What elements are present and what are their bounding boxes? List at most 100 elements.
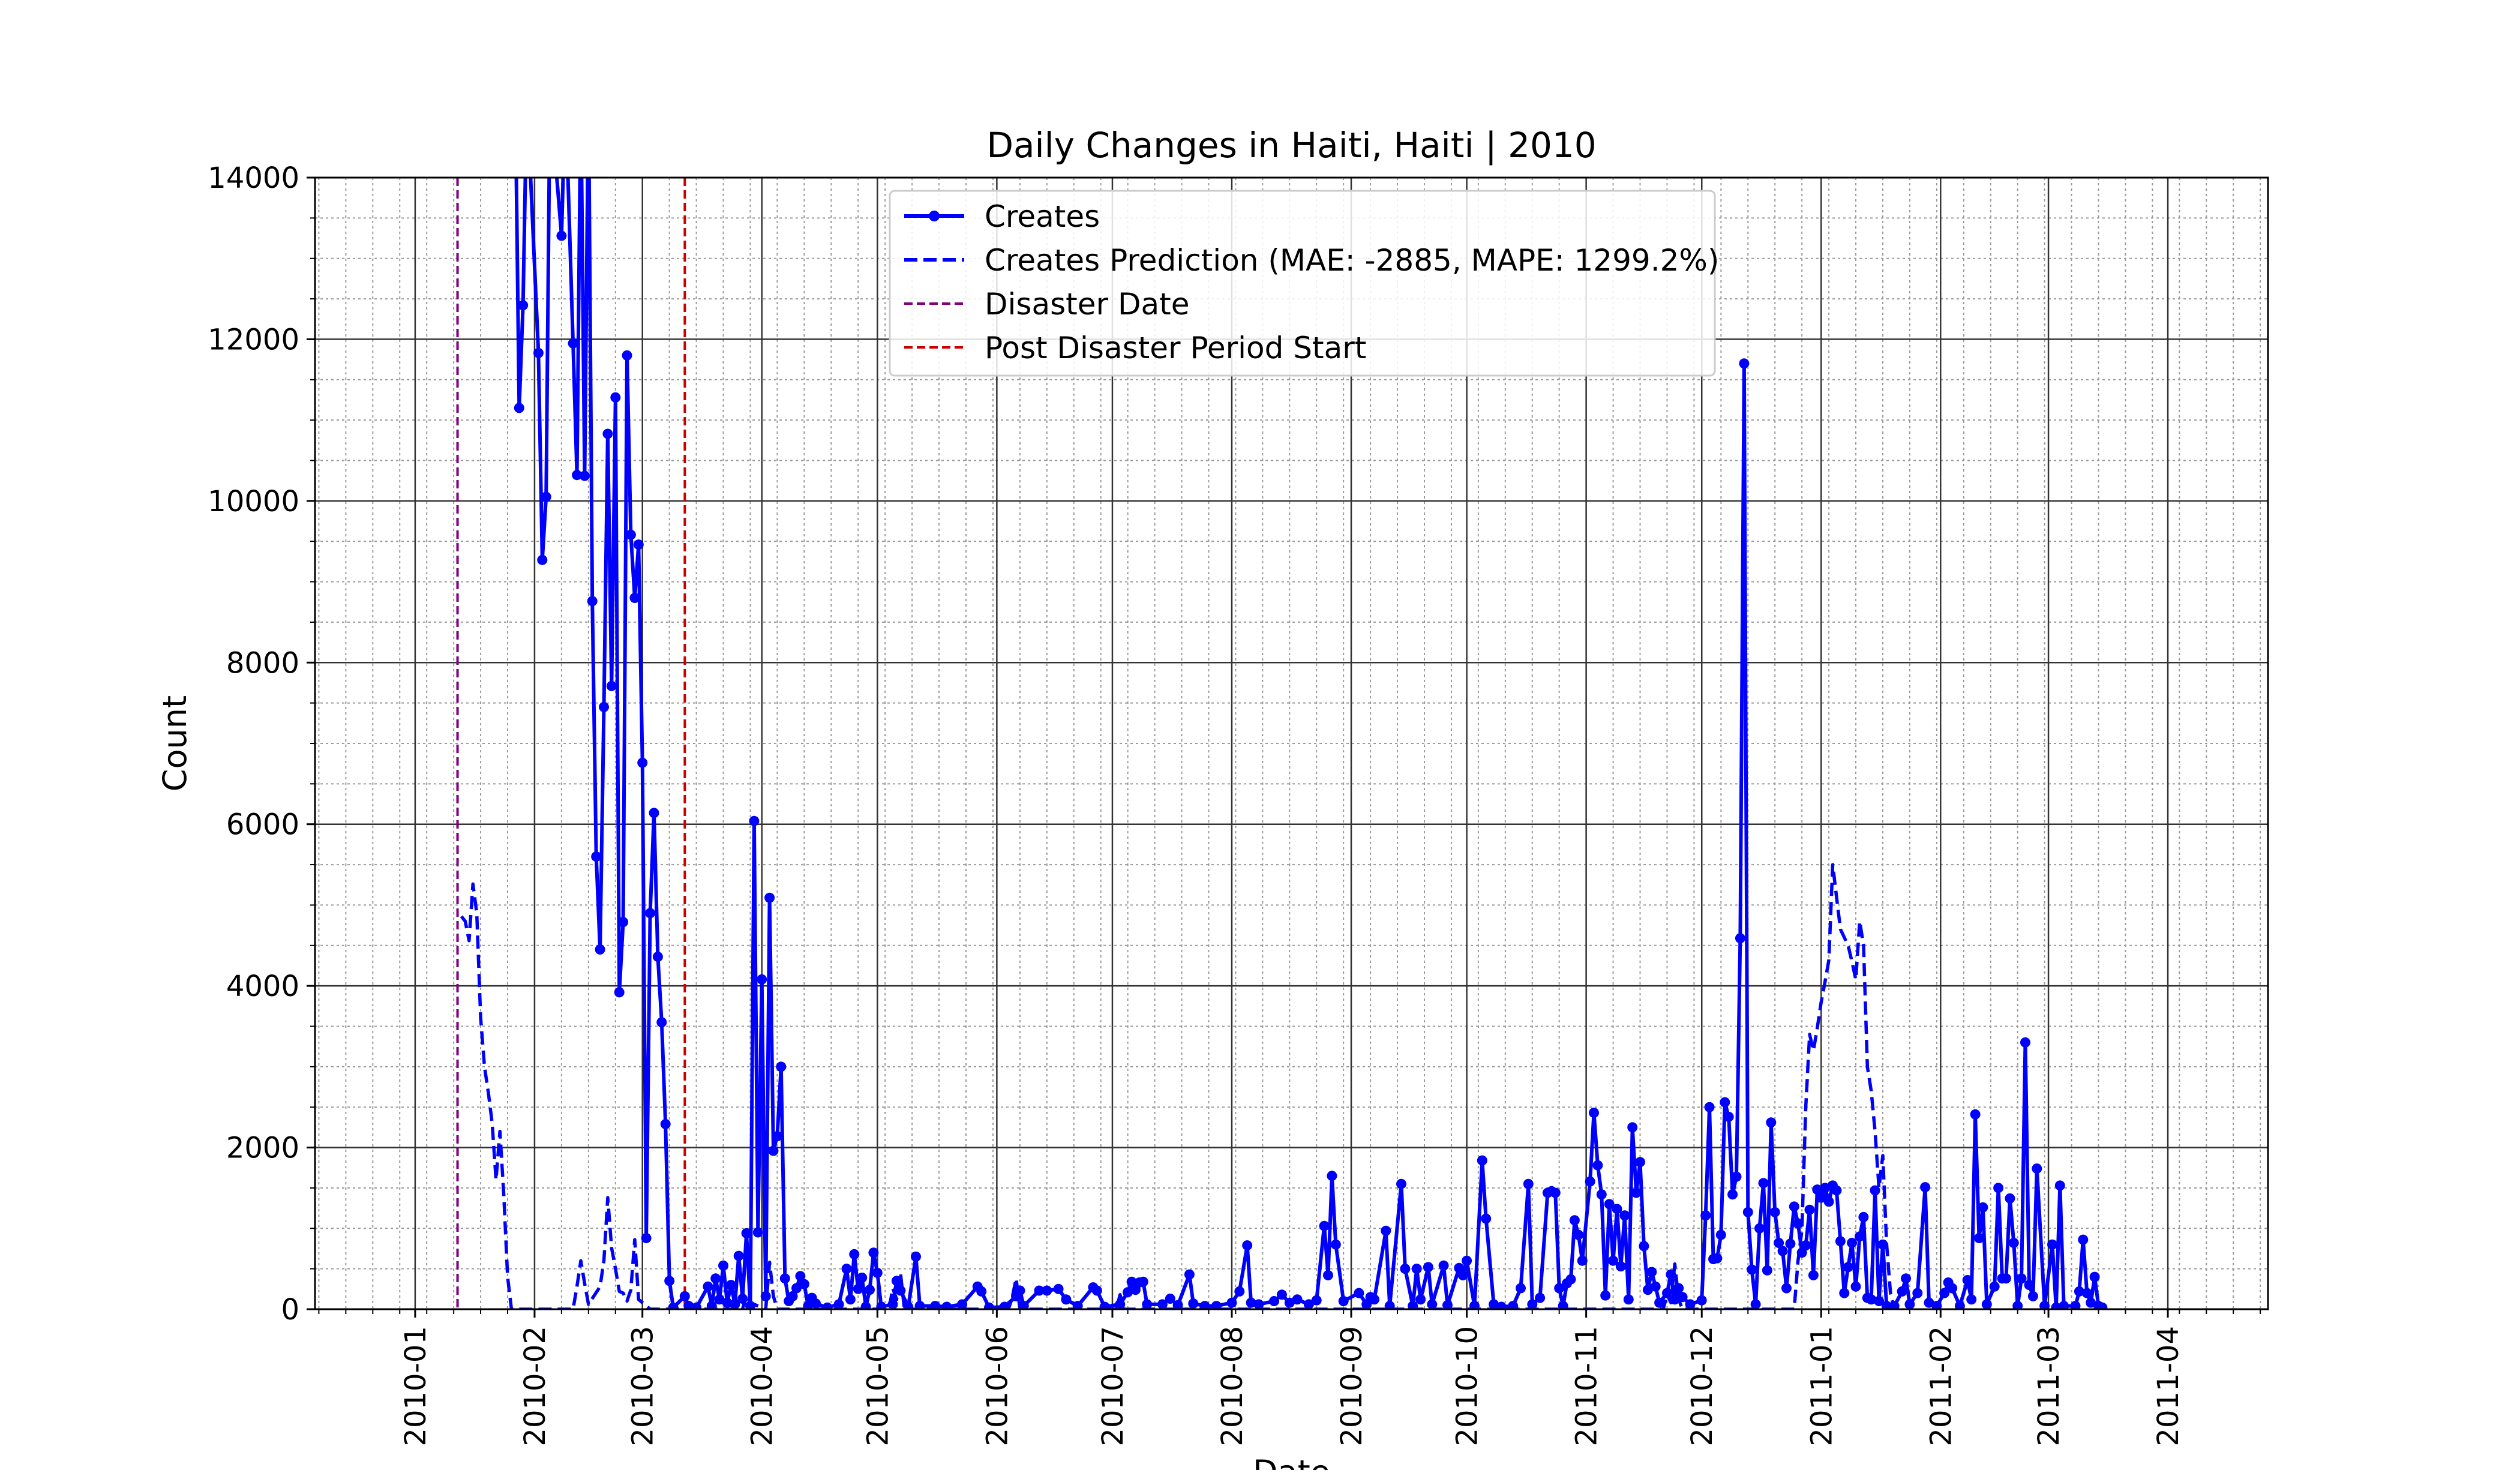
creates-data-point: [595, 944, 605, 955]
x-axis-label: Date: [1253, 1453, 1330, 1470]
creates-data-point: [841, 1264, 852, 1274]
creates-data-point: [1758, 1178, 1769, 1189]
x-tick-label: 2010-08: [1216, 1326, 1249, 1447]
creates-data-point: [1631, 1187, 1642, 1198]
creates-data-point: [1804, 1204, 1815, 1215]
legend-label: Post Disaster Period Start: [985, 331, 1366, 365]
x-tick-label: 2010-02: [518, 1326, 552, 1447]
creates-data-point: [1042, 1285, 1052, 1296]
creates-data-point: [1527, 1299, 1538, 1309]
creates-data-point: [1704, 1102, 1715, 1112]
creates-data-point: [602, 428, 613, 439]
creates-data-point: [1808, 1270, 1819, 1280]
creates-data-point: [1789, 1201, 1799, 1212]
creates-data-point: [1978, 1202, 1988, 1213]
creates-data-point: [811, 1298, 821, 1309]
creates-data-point: [1099, 1301, 1110, 1309]
creates-data-point: [795, 1271, 806, 1282]
creates-data-point: [2032, 1163, 2042, 1174]
creates-data-point: [776, 1061, 787, 1072]
y-tick-label: 8000: [226, 646, 299, 680]
creates-data-point: [1639, 1241, 1649, 1252]
creates-data-point: [1696, 1295, 1707, 1306]
creates-data-point: [1731, 1171, 1742, 1182]
creates-data-point: [1577, 1255, 1588, 1266]
creates-data-point: [1142, 1299, 1153, 1309]
creates-data-point: [591, 851, 602, 862]
creates-data-point: [1831, 1185, 1842, 1196]
creates-data-point: [1939, 1288, 1950, 1298]
creates-line: [514, 178, 2104, 1309]
creates-data-point: [1276, 1289, 1287, 1300]
creates-data-point: [2005, 1193, 2015, 1204]
creates-data-point: [664, 1276, 675, 1286]
creates-data-point: [533, 347, 544, 358]
creates-data-point: [556, 230, 567, 241]
x-tick-label: 2010-09: [1335, 1326, 1369, 1447]
creates-data-point: [779, 1273, 790, 1284]
creates-data-point: [957, 1299, 968, 1309]
creates-data-point: [2086, 1297, 2096, 1308]
creates-data-point: [764, 892, 775, 903]
creates-data-point: [1685, 1299, 1696, 1309]
creates-data-point: [2074, 1286, 2084, 1297]
creates-data-point: [1600, 1290, 1611, 1301]
creates-data-point: [1253, 1299, 1264, 1309]
creates-data-point: [649, 808, 659, 818]
creates-data-point: [1589, 1108, 1599, 1118]
creates-data-point: [1989, 1281, 2000, 1292]
creates-data-point: [1604, 1199, 1615, 1210]
y-axis-ticks: 0 2000 4000 6000 8000 10000 12000 14000: [208, 161, 315, 1327]
chart-title: Daily Changes in Haiti, Haiti | 2010: [986, 125, 1596, 166]
series-layer: [460, 178, 2108, 1309]
creates-data-point: [1970, 1109, 1981, 1120]
creates-data-point: [599, 701, 609, 712]
creates-data-point: [2059, 1301, 2069, 1309]
creates-data-point: [1226, 1297, 1237, 1308]
creates-data-point: [706, 1301, 717, 1309]
creates-data-point: [749, 815, 760, 826]
creates-data-point: [1165, 1294, 1175, 1304]
creates-data-point: [730, 1299, 740, 1309]
creates-data-point: [799, 1279, 809, 1289]
creates-data-point: [760, 1291, 771, 1301]
creates-data-point: [1920, 1182, 1931, 1193]
creates-data-point: [1508, 1301, 1519, 1309]
creates-data-point: [2070, 1301, 2081, 1309]
creates-data-point: [1554, 1283, 1565, 1294]
creates-data-point: [999, 1301, 1010, 1309]
creates-data-point: [1427, 1299, 1438, 1309]
creates-data-point: [637, 757, 648, 768]
creates-data-point: [1569, 1215, 1580, 1226]
x-tick-label: 2010-07: [1096, 1326, 1130, 1447]
x-tick-label: 2010-05: [861, 1326, 895, 1447]
creates-data-point: [679, 1291, 690, 1301]
creates-data-point: [1234, 1286, 1245, 1297]
creates-data-point: [1269, 1296, 1280, 1306]
creates-data-point: [1415, 1294, 1426, 1305]
creates-data-point: [903, 1301, 914, 1309]
creates-data-point: [1384, 1301, 1395, 1309]
creates-data-point: [1820, 1183, 1831, 1193]
creates-prediction-line: [460, 863, 1896, 1309]
creates-data-point: [2016, 1273, 2027, 1284]
creates-data-point: [1847, 1238, 1858, 1248]
creates-data-point: [683, 1301, 694, 1309]
creates-data-point: [845, 1294, 856, 1305]
creates-data-point: [1766, 1117, 1777, 1128]
creates-data-point: [1727, 1189, 1738, 1200]
creates-data-point: [1615, 1261, 1626, 1272]
creates-data-point: [1496, 1301, 1507, 1309]
creates-data-point: [1650, 1281, 1661, 1292]
creates-data-point: [2024, 1280, 2035, 1291]
creates-data-point: [2089, 1271, 2100, 1282]
creates-data-point: [976, 1286, 987, 1297]
creates-data-point: [1785, 1238, 1796, 1249]
creates-data-point: [772, 1131, 782, 1142]
creates-data-point: [1769, 1207, 1780, 1217]
creates-data-point: [2047, 1239, 2057, 1250]
creates-data-point: [656, 1017, 667, 1028]
creates-data-point: [725, 1280, 736, 1291]
creates-data-point: [1866, 1294, 1877, 1305]
creates-data-point: [1754, 1223, 1765, 1234]
